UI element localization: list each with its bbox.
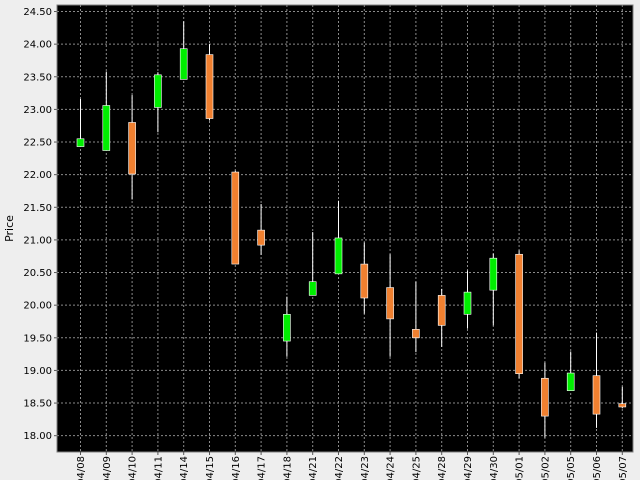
- candle-body-up: [283, 314, 291, 342]
- x-tick-label: 04/17: [257, 456, 268, 480]
- x-tick-label: 04/23: [360, 456, 371, 480]
- y-tick-label: 22.50: [23, 138, 52, 149]
- y-tick-label: 22.00: [23, 170, 52, 181]
- candle-body-down: [412, 329, 420, 339]
- candle-body-down: [515, 253, 523, 374]
- x-tick-label: 04/16: [231, 456, 242, 480]
- y-tick-label: 24.00: [23, 40, 52, 51]
- candle-body-up: [566, 372, 575, 391]
- x-tick-label: 04/10: [128, 456, 139, 480]
- x-tick-label: 04/28: [437, 456, 448, 480]
- x-tick-label: 04/24: [386, 456, 397, 480]
- x-tick-label: 05/01: [515, 456, 526, 480]
- x-tick-label: 04/08: [76, 456, 87, 480]
- candle-body-down: [360, 263, 369, 299]
- y-tick-label: 19.00: [23, 366, 52, 377]
- candle-body-up: [463, 291, 472, 315]
- candle-body-down: [257, 229, 265, 246]
- y-tick-label: 20.00: [23, 301, 52, 312]
- x-tick-label: 04/22: [334, 456, 345, 480]
- candle-body-down: [541, 377, 549, 417]
- y-axis-title: Price: [3, 215, 16, 242]
- candle-body-down: [128, 122, 136, 175]
- y-tick-label: 24.50: [23, 7, 52, 18]
- x-tick-label: 04/14: [179, 456, 190, 480]
- candle-body-up: [179, 48, 188, 80]
- x-tick-label: 04/21: [308, 456, 319, 480]
- y-tick-label: 19.50: [23, 333, 52, 344]
- candle-body-up: [489, 257, 498, 291]
- x-tick-label: 04/11: [153, 456, 164, 480]
- y-tick-label: 21.50: [23, 203, 52, 214]
- x-tick-label: 04/18: [282, 456, 293, 480]
- y-tick-label: 18.50: [23, 399, 52, 410]
- candle-body-down: [205, 54, 214, 119]
- x-tick-label: 04/09: [102, 456, 113, 480]
- y-axis: 18.00 18.50 19.00 19.50 20.00 20.50 21.00 21.50…: [23, 4, 634, 453]
- x-axis: 04/08 04/09 04/10 04/11 04/14 04/15 04/16 04/17…: [76, 452, 629, 480]
- y-tick-label: 18.00: [23, 431, 52, 442]
- x-tick-label: 05/05: [566, 456, 577, 480]
- candle-layer: [76, 21, 627, 438]
- candle-body-up: [334, 237, 343, 275]
- candle-body-down: [592, 375, 601, 415]
- x-tick-label: 04/25: [411, 456, 422, 480]
- y-tick-label: 21.00: [23, 235, 52, 246]
- y-tick-label: 23.50: [23, 72, 52, 83]
- candle-body-down: [437, 295, 446, 326]
- candle-body-up: [102, 105, 111, 151]
- x-tick-label: 04/29: [463, 456, 474, 480]
- x-tick-label: 04/30: [489, 456, 500, 480]
- plot-area: [57, 5, 633, 452]
- candle-body-up: [76, 138, 85, 147]
- y-tick-label: 23.00: [23, 105, 52, 116]
- x-tick-label: 05/02: [540, 456, 551, 480]
- candle-body-up: [154, 74, 162, 108]
- x-tick-label: 04/15: [205, 456, 216, 480]
- plot-frame: [56, 4, 634, 453]
- candle-body-down: [618, 403, 627, 408]
- candle-body-down: [231, 171, 240, 265]
- x-tick-label: 05/06: [592, 456, 603, 480]
- x-tick-label: 05/07: [618, 456, 629, 480]
- candle-body-up: [308, 281, 317, 296]
- candle-body-down: [386, 287, 394, 320]
- y-tick-label: 20.50: [23, 268, 52, 279]
